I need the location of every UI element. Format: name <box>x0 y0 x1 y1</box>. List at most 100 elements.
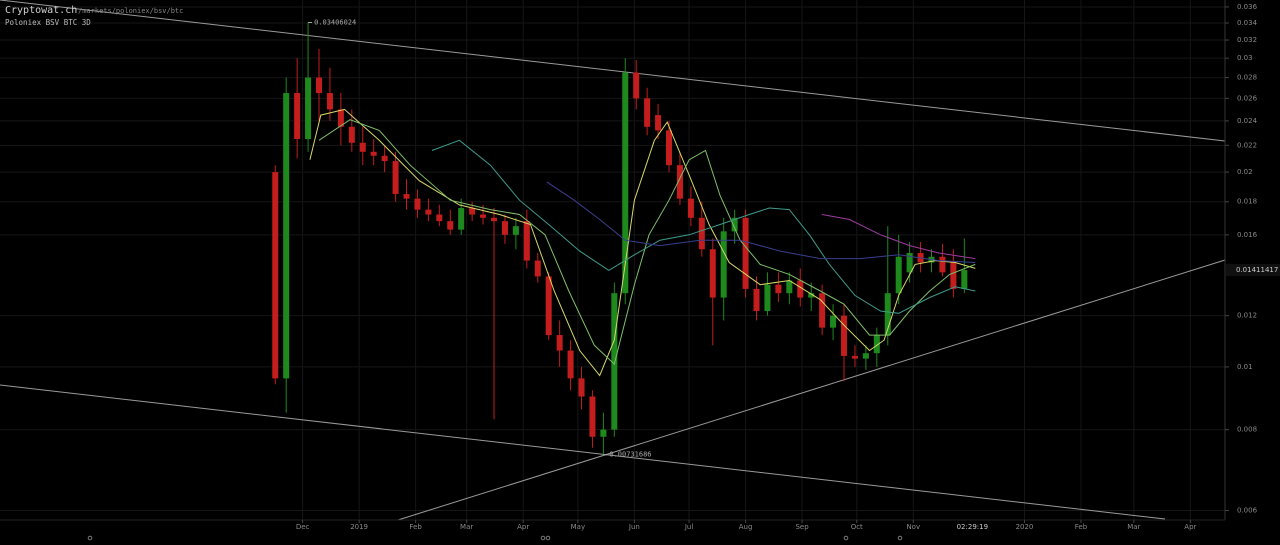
candle-body <box>326 93 333 110</box>
candle-body <box>797 280 804 298</box>
y-tick-label: 0.012 <box>1237 312 1257 320</box>
candle-body <box>698 217 705 250</box>
high-label: 0.03406024 <box>314 19 356 27</box>
x-tick-label: Feb <box>1075 523 1088 531</box>
y-tick-label: 0.026 <box>1237 94 1258 102</box>
url: /markets/poloniex/bsv/btc <box>78 7 183 15</box>
low-label: 0.00731686 <box>609 451 651 459</box>
site-title[interactable]: Cryptowat.ch <box>5 5 77 16</box>
candle-body <box>633 72 640 99</box>
event-marker[interactable] <box>540 535 546 541</box>
y-tick-label: 0.03 <box>1237 54 1253 62</box>
candle-body <box>337 109 344 127</box>
candle-body <box>775 284 782 294</box>
candle-body <box>458 208 465 230</box>
x-tick-label: Apr <box>1184 523 1196 531</box>
candle-body <box>611 293 618 430</box>
candle-body <box>316 77 323 94</box>
candle-body <box>808 293 815 298</box>
x-tick-label: 2019 <box>350 523 368 531</box>
candle-body <box>501 221 508 235</box>
candle-body <box>622 72 629 294</box>
candle-body <box>655 115 662 131</box>
moving-average <box>431 139 976 314</box>
moving-average <box>318 119 976 366</box>
candle-body <box>348 126 355 143</box>
trend-line <box>0 384 1166 520</box>
candle-body <box>873 335 880 354</box>
candle-body <box>294 93 301 140</box>
moving-average <box>546 181 976 263</box>
grid <box>0 0 1225 520</box>
candle-body <box>305 77 312 140</box>
candle-body <box>841 315 848 356</box>
y-tick-label: 0.006 <box>1237 506 1258 514</box>
y-tick-label: 0.018 <box>1237 198 1257 206</box>
candle-body <box>534 260 541 277</box>
countdown: 02:29:19 <box>957 523 988 531</box>
x-tick-label: May <box>571 523 585 531</box>
event-marker[interactable] <box>897 535 903 541</box>
x-tick-label: Apr <box>517 523 529 531</box>
candle-body <box>895 256 902 294</box>
candle-body <box>961 270 968 289</box>
candle-body <box>720 231 727 298</box>
event-marker[interactable] <box>843 535 849 541</box>
candle-body <box>939 256 946 273</box>
candle-body <box>709 249 716 298</box>
candle-body <box>906 252 913 273</box>
y-tick-label: 0.01 <box>1237 363 1253 371</box>
x-tick-label: Nov <box>906 523 920 531</box>
candle-body <box>786 280 793 294</box>
candle-body <box>884 293 891 336</box>
trend-line <box>0 0 1226 142</box>
candle-body <box>742 217 749 289</box>
event-marker[interactable] <box>545 535 551 541</box>
candle-body <box>436 214 443 222</box>
price-label-bg <box>1226 264 1280 277</box>
y-tick-label: 0.034 <box>1237 19 1258 27</box>
candle-body <box>862 353 869 359</box>
x-tick-label: 2020 <box>1016 523 1034 531</box>
candle-body <box>381 155 388 162</box>
candle-body <box>556 335 563 351</box>
x-tick-label: Jul <box>684 523 694 531</box>
candle-body <box>753 288 760 312</box>
x-tick-label: Sep <box>795 523 809 531</box>
candle-body <box>600 429 607 437</box>
candle-body <box>480 214 487 218</box>
x-tick-label: Mar <box>1127 523 1140 531</box>
candle-body <box>523 221 530 261</box>
plot: 0.03406024 0.00731686 <box>272 19 976 459</box>
candle-body <box>283 93 290 379</box>
candle-body <box>578 378 585 397</box>
event-marker[interactable] <box>87 535 93 541</box>
y-tick-label: 0.024 <box>1237 117 1258 125</box>
candle-body <box>644 98 651 127</box>
candle-body <box>830 315 837 328</box>
candle-body <box>764 284 771 312</box>
market-title: Poloniex BSV BTC 3D <box>5 18 91 27</box>
candle-body <box>403 194 410 199</box>
x-tick-label: Feb <box>409 523 422 531</box>
y-tick-label: 0.028 <box>1237 74 1257 82</box>
y-tick-label: 0.022 <box>1237 141 1257 149</box>
candle-body <box>512 226 519 235</box>
candle-body <box>272 172 279 379</box>
axes: 0.006 0.008 0.01 0.012 0.016 0.018 0.02 0.022 0.… <box>296 3 1280 531</box>
candle-body <box>819 293 826 328</box>
x-tick-label: Jun <box>628 523 640 531</box>
candle-body <box>447 221 454 230</box>
x-tick-label: Oct <box>851 523 863 531</box>
candle-body <box>567 350 574 379</box>
price-label: 0.01411417 <box>1236 266 1278 274</box>
candle-body <box>392 161 399 195</box>
y-tick-label: 0.02 <box>1237 168 1253 176</box>
x-tick-label: Aug <box>739 523 753 531</box>
moving-average <box>822 214 976 260</box>
candle-body <box>469 208 476 215</box>
trend-line <box>397 259 1226 521</box>
candle-body <box>425 209 432 215</box>
